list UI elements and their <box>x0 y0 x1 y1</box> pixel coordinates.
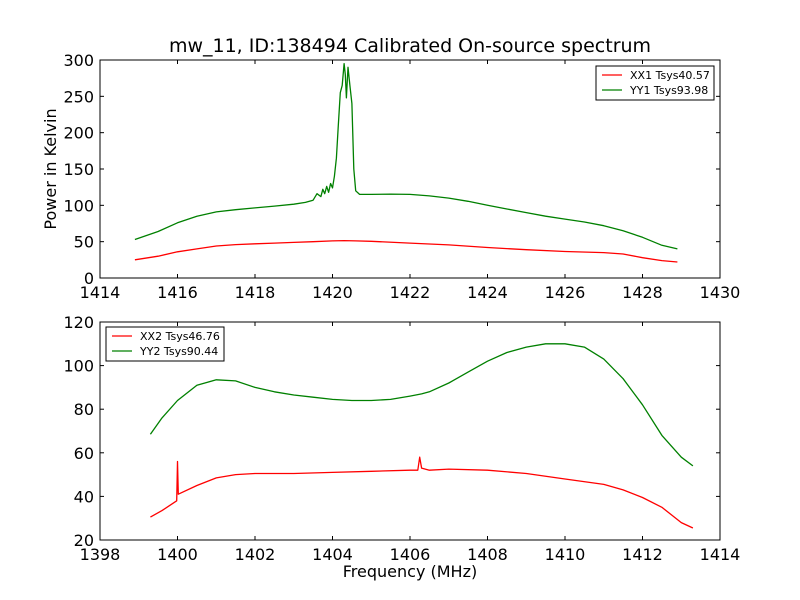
series-line-1 <box>150 456 694 529</box>
legend-box <box>595 65 715 101</box>
y-tick-label: 150 <box>63 160 94 179</box>
series-line-1 <box>134 239 678 263</box>
y-tick-label: 20 <box>74 531 94 550</box>
legend-label: XX2 Tsys46.76 <box>140 330 220 343</box>
bottom-panel: 1398 1400 1402 1404 1406 1408 1410 1412 1414 20 40… <box>63 313 740 564</box>
x-tick-label: 1414 <box>700 545 741 564</box>
y-tick-label: 50 <box>74 233 94 252</box>
legend-label: XX1 Tsys40.57 <box>630 69 710 82</box>
y-tick-label: 100 <box>63 357 94 376</box>
y-tick-label: 80 <box>74 400 94 419</box>
x-tick-label: 1422 <box>390 283 431 302</box>
x-tick-label: 1398 <box>80 545 121 564</box>
series-line-2 <box>134 62 678 250</box>
plot-frame <box>99 59 721 279</box>
y-tick-label: 120 <box>63 313 94 332</box>
y-tick-label: 250 <box>63 87 94 106</box>
x-tick-label: 1426 <box>545 283 586 302</box>
x-tick-label: 1424 <box>467 283 508 302</box>
x-tick-label: 1418 <box>235 283 276 302</box>
legend: XX1 Tsys40.57 YY1 Tsys93.98 <box>595 65 715 101</box>
x-tick-label: 1408 <box>467 545 508 564</box>
y-tick-label: 0 <box>84 269 94 288</box>
top-panel: 1414 1416 1418 1420 1422 1424 1426 1428 1430 0 50 1… <box>63 51 740 302</box>
y-tick-label: 200 <box>63 124 94 143</box>
y-tick-label: 100 <box>63 196 94 215</box>
x-tick-label: 1420 <box>312 283 353 302</box>
plot-frame <box>99 321 721 541</box>
legend-box <box>105 326 225 362</box>
y-tick-label: 60 <box>74 444 94 463</box>
x-tick-label: 1406 <box>390 545 431 564</box>
x-tick-label: 1430 <box>700 283 741 302</box>
top-y-axis-label: Power in Kelvin <box>41 108 60 229</box>
x-tick-label: 1412 <box>622 545 663 564</box>
x-tick-label: 1400 <box>157 545 198 564</box>
chart-title: mw_11, ID:138494 Calibrated On-source sp… <box>169 35 651 57</box>
series-line-2 <box>149 343 694 467</box>
y-tick-label: 300 <box>63 51 94 70</box>
x-tick-label: 1410 <box>545 545 586 564</box>
x-tick-label: 1404 <box>312 545 353 564</box>
y-tick-label: 40 <box>74 487 94 506</box>
legend-label: YY1 Tsys93.98 <box>629 84 708 97</box>
bottom-x-axis-label: Frequency (MHz) <box>343 562 477 581</box>
x-tick-label: 1414 <box>80 283 121 302</box>
legend-label: YY2 Tsys90.44 <box>139 345 218 358</box>
x-tick-label: 1416 <box>157 283 198 302</box>
x-tick-label: 1402 <box>235 545 276 564</box>
x-tick-label: 1428 <box>622 283 663 302</box>
legend: XX2 Tsys46.76 YY2 Tsys90.44 <box>105 326 225 362</box>
